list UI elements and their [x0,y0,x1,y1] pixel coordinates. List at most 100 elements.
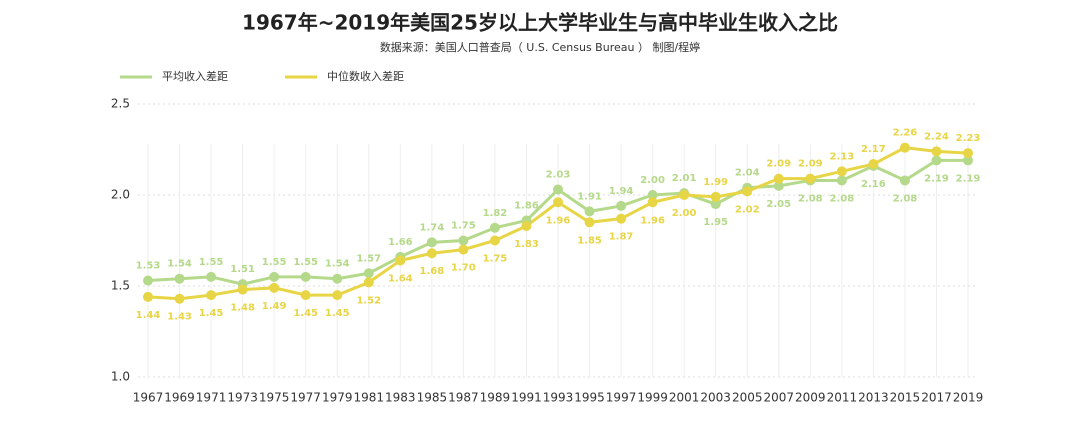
x-tick-label: 1997 [606,391,637,405]
value-label: 1.51 [230,264,255,275]
y-tick-label: 1.5 [111,279,130,293]
point [300,290,311,301]
x-tick-label: 2005 [732,391,763,405]
point [143,291,153,302]
value-label: 1.75 [451,221,476,232]
value-label: 1.64 [388,274,413,285]
x-tick-label: 1991 [511,391,542,405]
value-label: 1.86 [514,200,539,211]
value-label: 2.13 [830,151,855,162]
point [899,142,910,153]
point [931,155,942,166]
point [206,290,217,301]
value-label: 1.53 [136,261,161,272]
value-label: 1.54 [325,259,350,270]
point [584,206,595,217]
x-tick-label: 1989 [480,391,511,405]
point [458,235,469,246]
value-label: 2.03 [546,170,571,181]
value-label: 1.43 [167,312,192,323]
point [679,190,690,200]
point [742,186,753,197]
point [237,284,248,295]
value-label: 1.55 [293,257,318,268]
point [805,173,816,184]
legend-label: 中位数收入差距 [327,69,404,83]
value-label: 1.52 [356,295,381,306]
value-label: 1.45 [199,308,224,319]
x-tick-label: 2015 [890,391,921,405]
value-label: 1.96 [640,215,665,226]
value-label: 1.49 [262,301,287,312]
value-label: 1.99 [703,177,728,188]
x-tick-label: 1977 [290,391,321,405]
value-label: 2.02 [735,204,760,215]
value-label: 1.55 [199,257,224,268]
point [363,277,374,288]
point [269,282,280,293]
y-tick-label: 2.5 [111,97,130,111]
x-tick-label: 1975 [259,391,290,405]
point [174,273,185,284]
value-label: 1.48 [230,303,255,314]
x-tick-label: 1981 [353,391,384,405]
x-tick-label: 2013 [858,391,889,405]
point [489,235,500,246]
x-tick-label: 1971 [196,391,227,405]
value-label: 1.83 [514,239,539,250]
point [426,248,437,259]
point [963,148,973,159]
point [489,222,500,233]
value-label: 2.08 [893,193,918,204]
value-label: 1.66 [388,237,413,248]
y-tick-label: 1.0 [111,370,130,384]
value-label: 2.01 [672,173,697,184]
point [332,273,343,284]
value-label: 1.55 [262,257,287,268]
point [521,220,532,231]
point [647,190,658,200]
point [773,173,784,184]
point [836,166,847,177]
value-label: 1.94 [609,186,634,197]
value-label: 1.45 [293,308,318,319]
value-label: 2.00 [672,208,697,219]
x-tick-label: 1973 [227,391,258,405]
value-label: 1.57 [356,253,381,264]
value-label: 2.05 [766,199,791,210]
point [174,293,185,304]
value-label: 2.19 [956,173,981,184]
value-label: 1.95 [703,217,728,228]
value-label: 1.68 [420,266,445,277]
y-tick-label: 2.0 [111,188,130,202]
point [616,213,627,224]
value-label: 2.00 [640,175,665,186]
value-label: 1.91 [577,191,602,202]
x-tick-label: 1969 [164,391,195,405]
point [395,255,406,266]
point [931,146,942,157]
value-label: 1.96 [546,215,571,226]
point [300,271,311,282]
x-tick-label: 1987 [448,391,479,405]
x-tick-label: 2007 [763,391,794,405]
value-label: 2.08 [830,193,855,204]
value-label: 2.19 [924,173,949,184]
point [836,175,847,186]
value-label: 2.08 [798,193,823,204]
x-tick-label: 1983 [385,391,416,405]
x-tick-label: 2001 [669,391,700,405]
x-tick-label: 1999 [637,391,668,405]
point [426,237,437,248]
value-label: 2.24 [924,131,949,142]
value-label: 1.54 [167,259,192,270]
x-tick-label: 1967 [133,391,164,405]
value-label: 1.82 [483,208,508,219]
point [773,180,784,191]
value-label: 2.04 [735,168,760,179]
point [899,175,910,186]
legend-label: 平均收入差距 [162,69,228,83]
x-tick-label: 1985 [417,391,448,405]
point [269,271,280,282]
point [363,268,374,279]
